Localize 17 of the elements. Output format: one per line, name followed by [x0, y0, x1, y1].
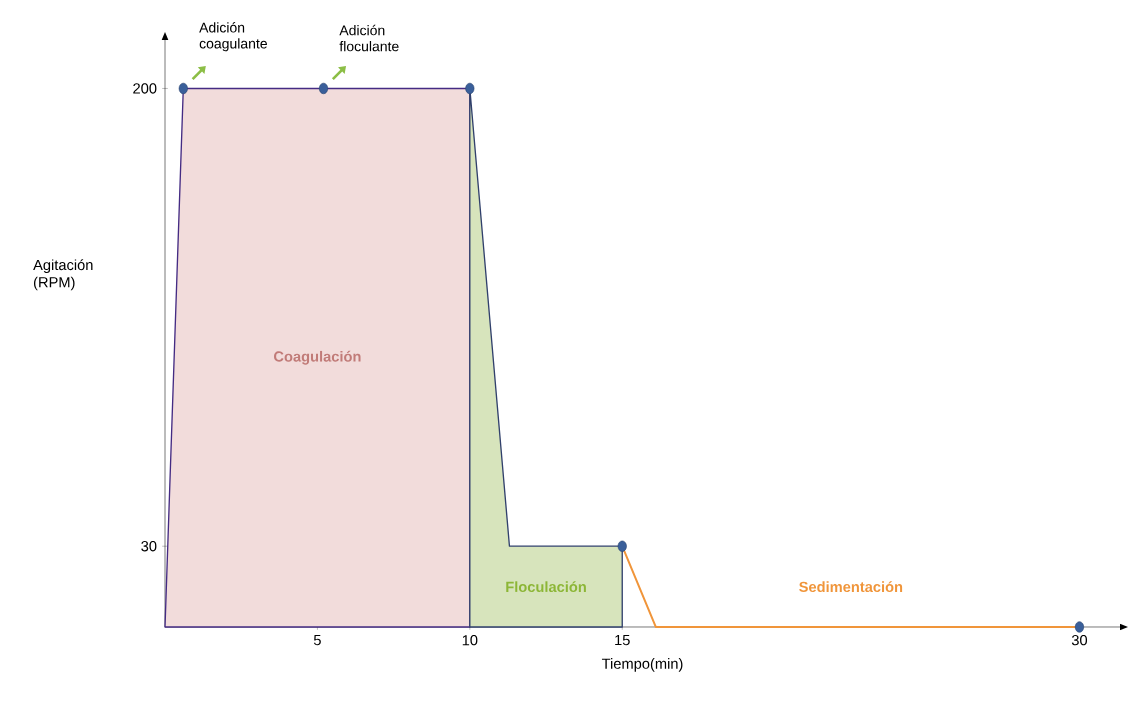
annotation: Adición coagulante	[199, 22, 267, 52]
x-axis-title: Tiempo(min)	[601, 658, 683, 672]
series-label: Coagulación	[274, 350, 361, 365]
point	[178, 82, 188, 95]
y-axis-title: Agitación (RPM)	[33, 259, 93, 291]
text: Sedimentación	[799, 581, 903, 593]
x-tick-label: 10	[462, 635, 478, 646]
x-tick-label: 5	[313, 635, 321, 646]
point	[617, 540, 627, 552]
series-label: Floculación	[506, 581, 586, 593]
point	[465, 82, 475, 95]
y-tick-label: 200	[133, 83, 157, 94]
x-tick-label: 15	[615, 635, 630, 646]
point	[318, 82, 329, 95]
point	[1074, 621, 1084, 633]
x-tick-label: 30	[1071, 635, 1088, 646]
annotation: Adición floculante	[339, 24, 399, 52]
